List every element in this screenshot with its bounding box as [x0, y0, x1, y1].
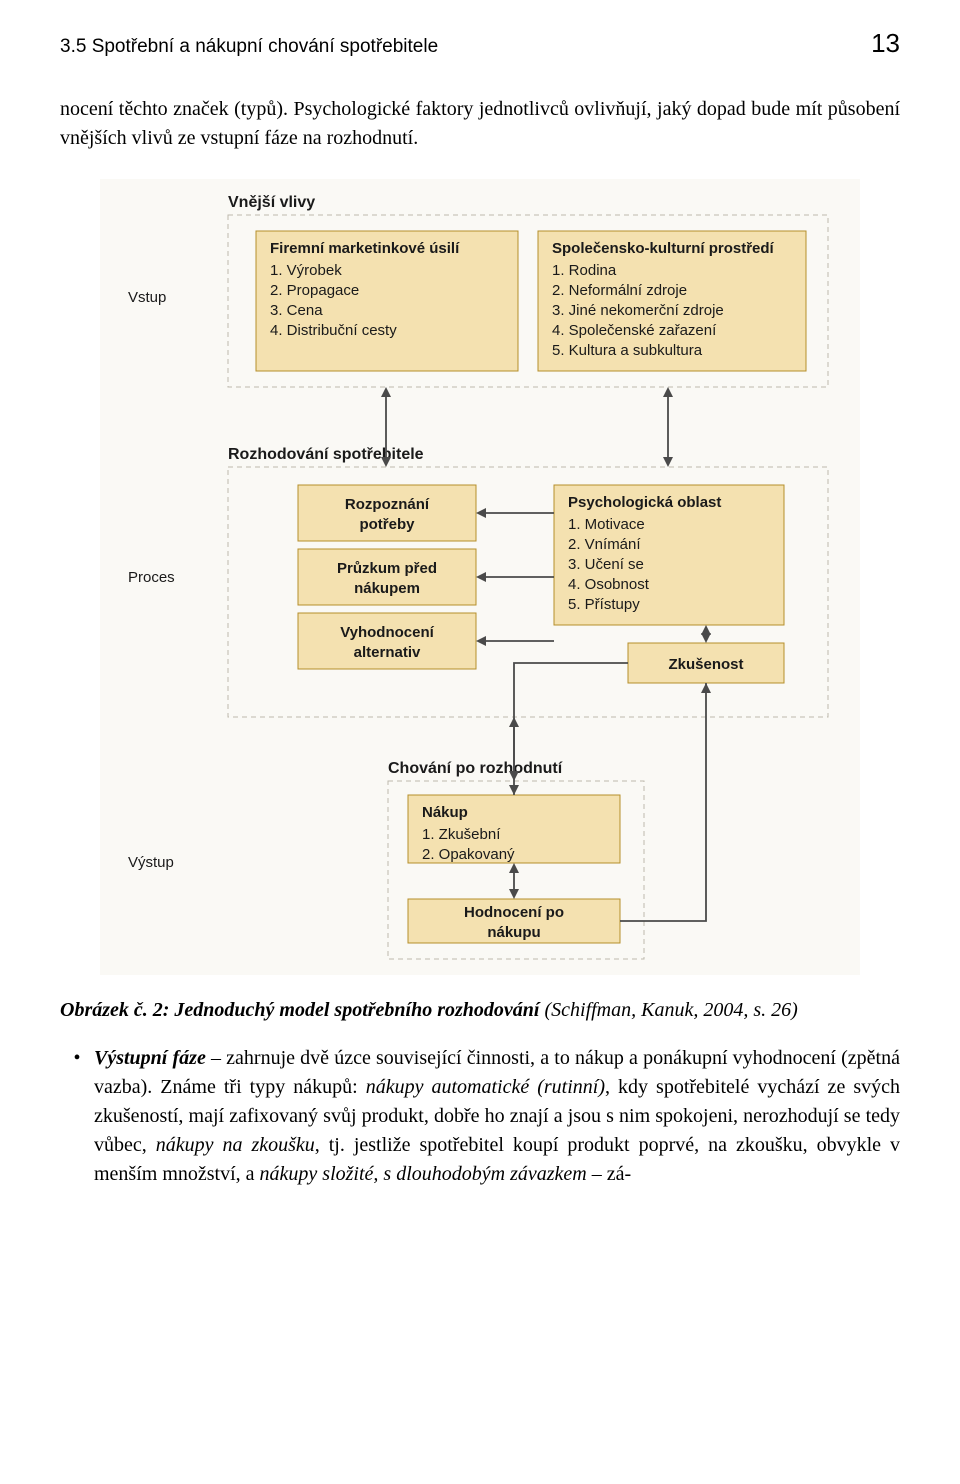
diagram-svg: Vnější vlivy Rozhodování spotřebitele Chov… [108, 187, 848, 967]
svg-text:alternativ: alternativ [354, 644, 421, 661]
svg-text:1. Rodina: 1. Rodina [552, 262, 617, 279]
bullet-t4: – zá- [587, 1163, 631, 1185]
section-title: 3.5 Spotřební a nákupní chování spotřebi… [60, 36, 438, 58]
svg-text:1. Motivace: 1. Motivace [568, 516, 645, 533]
svg-text:Firemní marketinkové úsilí: Firemní marketinkové úsilí [270, 240, 460, 257]
bullet-i2: nákupy na zkoušku [156, 1134, 315, 1156]
svg-text:potřeby: potřeby [359, 516, 415, 533]
caption-lead: Obrázek č. 2: Jednoduchý model spotřební… [60, 999, 539, 1021]
svg-text:Psychologická oblast: Psychologická oblast [568, 494, 721, 511]
consumer-decision-diagram: Vnější vlivy Rozhodování spotřebitele Chov… [100, 179, 860, 975]
page-number: 13 [871, 28, 900, 59]
svg-text:Nákup: Nákup [422, 804, 468, 821]
figure-caption: Obrázek č. 2: Jednoduchý model spotřební… [60, 999, 900, 1022]
svg-text:3. Cena: 3. Cena [270, 302, 323, 319]
svg-text:Hodnocení po: Hodnocení po [464, 904, 564, 921]
svg-text:5. Přístupy: 5. Přístupy [568, 596, 640, 613]
svg-text:Průzkum před: Průzkum před [337, 560, 437, 577]
svg-text:Chování po rozhodnutí: Chování po rozhodnutí [388, 760, 563, 777]
bullet-marker: • [60, 1044, 94, 1189]
svg-text:Proces: Proces [128, 569, 175, 586]
svg-text:Vyhodnocení: Vyhodnocení [340, 624, 434, 641]
svg-text:2. Propagace: 2. Propagace [270, 282, 359, 299]
page-header: 3.5 Spotřební a nákupní chování spotřebi… [60, 28, 900, 59]
svg-text:5. Kultura a subkultura: 5. Kultura a subkultura [552, 342, 703, 359]
bullet-output-phase: • Výstupní fáze – zahrnuje dvě úzce souv… [60, 1044, 900, 1189]
svg-text:3. Jiné nekomerční zdroje: 3. Jiné nekomerční zdroje [552, 302, 724, 319]
svg-text:2. Neformální zdroje: 2. Neformální zdroje [552, 282, 687, 299]
svg-text:1. Zkušební: 1. Zkušební [422, 826, 501, 843]
svg-text:2. Opakovaný: 2. Opakovaný [422, 846, 515, 863]
svg-text:1. Výrobek: 1. Výrobek [270, 262, 342, 279]
bullet-text: Výstupní fáze – zahrnuje dvě úzce souvis… [94, 1044, 900, 1189]
caption-ref: (Schiffman, Kanuk, 2004, s. 26) [539, 999, 797, 1021]
svg-text:Rozpoznání: Rozpoznání [345, 496, 430, 513]
svg-text:Společensko-kulturní prostředí: Společensko-kulturní prostředí [552, 240, 775, 257]
svg-text:3. Učení se: 3. Učení se [568, 556, 644, 573]
bullet-i1: nákupy automatické (rutinní) [366, 1076, 605, 1098]
bullet-i3: nákupy složité, s dlouhodobým závazkem [260, 1163, 587, 1185]
svg-text:4. Distribuční cesty: 4. Distribuční cesty [270, 322, 397, 339]
svg-text:Výstup: Výstup [128, 854, 174, 871]
bullet-lead: Výstupní fáze [94, 1047, 206, 1069]
svg-text:2. Vnímání: 2. Vnímání [568, 536, 641, 553]
svg-text:Vnější vlivy: Vnější vlivy [228, 194, 315, 211]
svg-text:Vstup: Vstup [128, 289, 166, 306]
paragraph-intro: nocení těchto značek (typů). Psychologic… [60, 95, 900, 153]
svg-text:4. Osobnost: 4. Osobnost [568, 576, 650, 593]
svg-text:nákupu: nákupu [487, 924, 540, 941]
svg-text:4. Společenské zařazení: 4. Společenské zařazení [552, 322, 717, 339]
svg-text:nákupem: nákupem [354, 580, 420, 597]
svg-text:Zkušenost: Zkušenost [668, 656, 743, 673]
svg-text:Rozhodování spotřebitele: Rozhodování spotřebitele [228, 446, 424, 463]
